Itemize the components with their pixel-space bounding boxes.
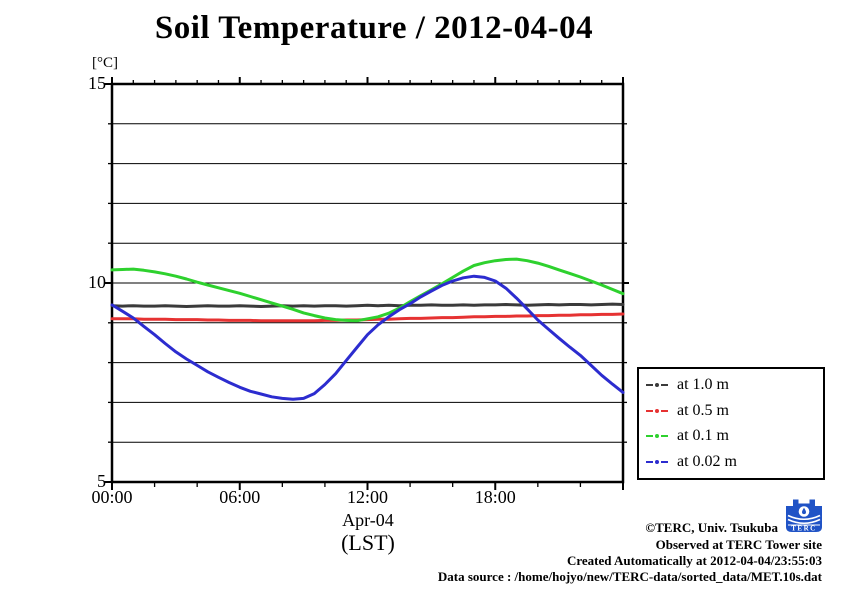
- legend-marker-3: [646, 460, 672, 465]
- legend-row-1: at 0.5 m: [639, 402, 823, 420]
- x-tick-label-00-00: 00:00: [91, 487, 133, 507]
- terc-logo-wave-1: [787, 514, 821, 521]
- legend-row-3: at 0.02 m: [639, 453, 823, 471]
- series-line-at-0-02-m: [110, 274, 625, 401]
- y-tick-label-5: 5: [97, 471, 106, 491]
- legend-label: at 0.02 m: [677, 453, 737, 471]
- x-tick-label-06-00: 06:00: [219, 487, 261, 507]
- y-axis-unit-label: [°C]: [92, 55, 118, 71]
- legend-marker-2: [646, 434, 672, 439]
- terc-logo-divider: [788, 524, 820, 526]
- y-tick-label-15: 15: [88, 73, 106, 93]
- plot-frame: [110, 82, 625, 484]
- y-tick-label-10: 10: [88, 272, 106, 292]
- x-axis-lst-label: (LST): [341, 530, 395, 555]
- terc-logo-wave-2: [787, 518, 821, 525]
- observed-site-text: Observed at TERC Tower site: [655, 537, 822, 552]
- legend-row-0: at 1.0 m: [639, 376, 823, 394]
- legend-row-2: at 0.1 m: [639, 427, 823, 445]
- legend-label: at 0.1 m: [677, 427, 729, 445]
- data-source-text: Data source : /home/hojyo/new/TERC-data/…: [437, 569, 822, 584]
- terc-logo: TERC: [786, 499, 822, 533]
- x-tick-label-18-00: 18:00: [474, 487, 516, 507]
- created-timestamp-text: Created Automatically at 2012-04-04/23:5…: [566, 553, 822, 568]
- copyright-text: ©TERC, Univ. Tsukuba: [645, 520, 778, 535]
- series-line-at-0-1-m: [110, 257, 625, 323]
- chart-title: Soil Temperature / 2012-04-04: [154, 10, 594, 46]
- terc-logo-drop-icon: [802, 507, 806, 515]
- legend-marker-0: [646, 382, 672, 387]
- legend-box: at 1.0 m at 0.5 m at 0.1 m at 0.02 m: [637, 367, 825, 480]
- series-line-at-1-0-m: [110, 302, 625, 308]
- x-tick-label-12-00: 12:00: [346, 487, 388, 507]
- legend-label: at 0.5 m: [677, 401, 729, 419]
- legend-label: at 1.0 m: [677, 375, 729, 393]
- x-axis-date-label: Apr-04: [342, 510, 394, 530]
- terc-logo-text: TERC: [791, 525, 816, 533]
- legend-marker-1: [646, 408, 672, 413]
